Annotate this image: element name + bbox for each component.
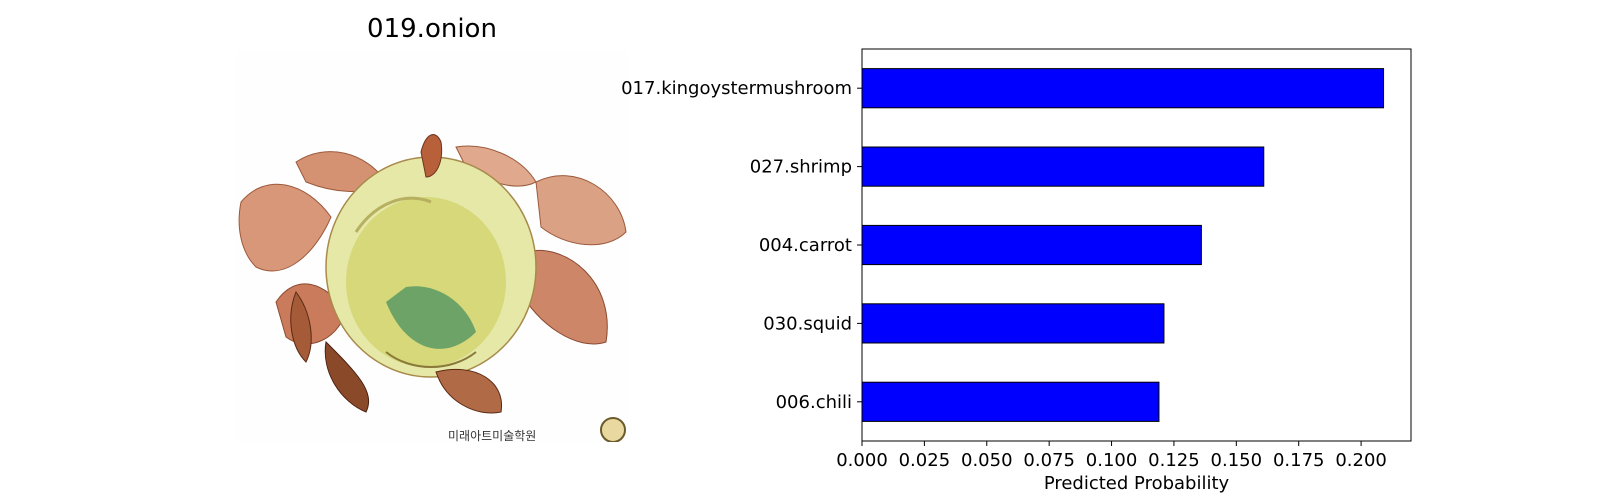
plot-frame <box>861 48 1412 442</box>
y-axis-ticks: 017.kingoystermushroom 027.shrimp 004.carr… <box>621 78 862 413</box>
bars-group <box>861 68 1385 422</box>
y-tick-label: 027.shrimp <box>750 157 852 178</box>
onion-image: 미래아트미술학원 <box>236 52 628 442</box>
image-title: 019.onion <box>367 14 497 44</box>
bar-017.kingoystermushroom <box>861 68 1385 109</box>
x-tick-label: 0.000 <box>836 450 888 471</box>
y-tick-label: 004.carrot <box>759 235 852 256</box>
bar-004.carrot <box>861 224 1202 266</box>
y-tick-label: 017.kingoystermushroom <box>621 78 852 99</box>
x-tick-label: 0.025 <box>899 450 951 471</box>
x-tick-label: 0.175 <box>1273 450 1325 471</box>
x-axis-label: Predicted Probability <box>1044 473 1230 494</box>
x-tick-label: 0.100 <box>1086 450 1138 471</box>
y-tick-label: 030.squid <box>763 313 852 334</box>
bar-030.squid <box>861 303 1165 344</box>
x-tick-label: 0.050 <box>961 450 1013 471</box>
bar-027.shrimp <box>861 146 1265 187</box>
x-tick-label: 0.125 <box>1148 450 1200 471</box>
y-tick-label: 006.chili <box>776 392 852 413</box>
x-tick-label: 0.075 <box>1023 450 1075 471</box>
x-axis-ticks: 0.000 0.025 0.050 0.075 0.100 0.125 0.150 0.175… <box>836 441 1387 471</box>
watermark-text: 미래아트미술학원 <box>448 429 536 442</box>
x-tick-label: 0.200 <box>1335 450 1387 471</box>
x-tick-label: 0.150 <box>1211 450 1263 471</box>
bar-006.chili <box>861 381 1160 422</box>
